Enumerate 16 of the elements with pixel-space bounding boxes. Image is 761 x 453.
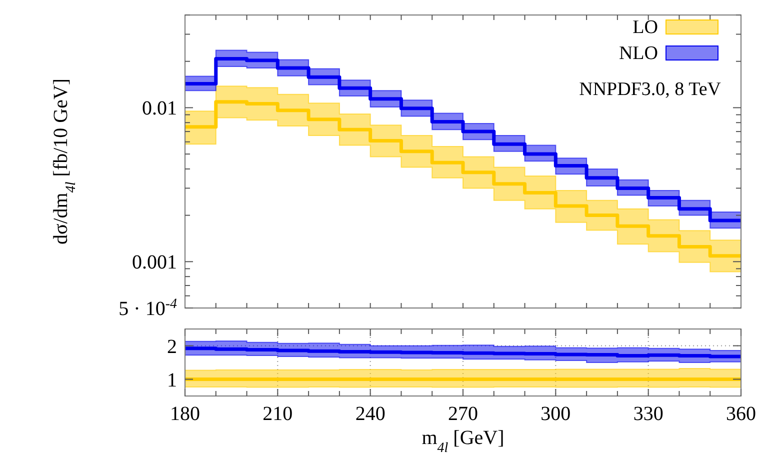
y-tick-label: 2 [167, 336, 177, 358]
x-tick-label: 330 [633, 403, 664, 425]
y-tick-label: 0.001 [132, 252, 177, 274]
x-axis-title: m$_{4l}$ [GeV] [422, 427, 504, 453]
y-tick-label: 1 [167, 369, 177, 392]
legend-label: LO [632, 17, 658, 38]
y-tick-label: 0.01 [142, 98, 177, 120]
x-tick-label: 360 [726, 403, 756, 425]
x-tick-label: 300 [540, 403, 571, 425]
x-tick-label: 180 [170, 403, 200, 425]
legend-label: NLO [618, 43, 658, 64]
y-tick-label: 5 · 10$^{-4}$ [118, 296, 177, 320]
annotation: NNPDF3.0, 8 TeV [579, 79, 722, 100]
x-tick-label: 210 [262, 403, 293, 425]
x-tick-label: 240 [355, 403, 386, 425]
x-tick-label: 270 [448, 403, 478, 425]
